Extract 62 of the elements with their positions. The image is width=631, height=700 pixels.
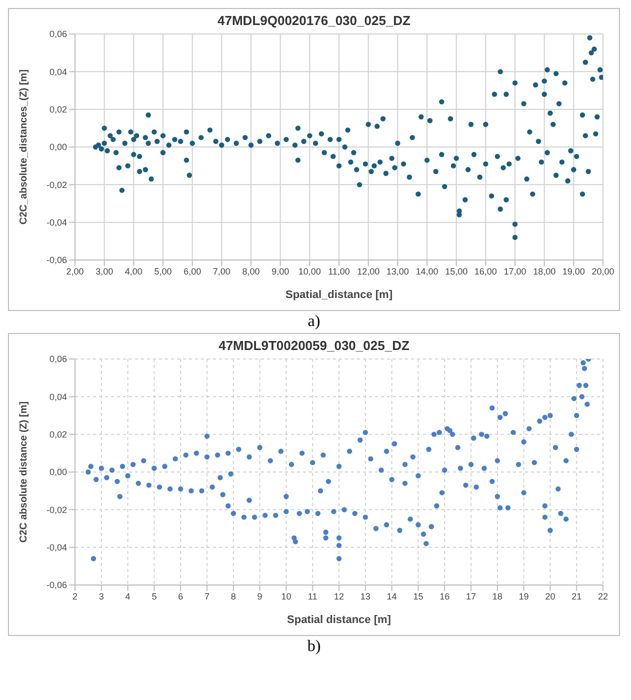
x-axis-title: Spatial distance [m] <box>287 614 392 626</box>
y-tick-label: 0,04 <box>49 66 67 77</box>
y-tick-label: -0,06 <box>46 255 67 266</box>
y-tick-label: -0,02 <box>46 180 67 190</box>
x-tick-label: 10 <box>281 591 292 602</box>
x-tick-label: 6,00 <box>184 266 202 276</box>
chart-title: 47MDL9T0020059_030_025_DZ <box>218 337 410 353</box>
x-tick-label: 14,00 <box>416 266 438 276</box>
x-tick-label: 16,00 <box>474 266 497 276</box>
y-tick-label: 0,00 <box>49 467 67 478</box>
y-tick-label: 0,06 <box>49 354 67 364</box>
y-tick-label: -0,02 <box>46 504 67 515</box>
x-tick-label: 4 <box>125 591 130 602</box>
x-tick-label: 20,00 <box>592 266 614 276</box>
x-tick-label: 7 <box>204 591 210 602</box>
y-tick-label: 0,04 <box>49 392 67 402</box>
y-tick-label: 0,00 <box>49 142 67 152</box>
x-tick-label: 8 <box>230 591 236 602</box>
x-tick-label: 7,00 <box>212 266 230 276</box>
x-tick-label: 11 <box>308 591 318 602</box>
x-tick-label: 18,00 <box>533 266 556 276</box>
x-tick-label: 9 <box>257 591 262 602</box>
y-tick-label: -0,06 <box>46 580 67 590</box>
x-tick-label: 17,00 <box>504 266 526 276</box>
x-tick-label: 12 <box>334 591 344 602</box>
chart-title: 47MDL9Q0020176_030_025_DZ <box>216 12 412 28</box>
x-tick-label: 17 <box>466 591 476 602</box>
x-tick-label: 13 <box>360 591 370 602</box>
x-tick-label: 16 <box>440 591 450 602</box>
x-tick-label: 13,00 <box>386 266 409 276</box>
x-tick-label: 19,00 <box>562 266 585 276</box>
y-axis-title: C2C_absolute_distances_(Z) [m] <box>18 69 30 225</box>
x-tick-label: 5,00 <box>154 266 172 276</box>
y-tick-label: 0,06 <box>49 29 67 40</box>
x-axis-title: Spatial_distance [m] <box>286 289 393 301</box>
x-tick-label: 22 <box>598 591 608 602</box>
x-tick-label: 18 <box>492 591 502 602</box>
y-tick-label: -0,04 <box>46 542 67 553</box>
x-tick-label: 15,00 <box>445 266 468 276</box>
y-axis-title: C2C absolute distance (Z) [m] <box>18 401 30 543</box>
x-tick-label: 3,00 <box>96 266 114 276</box>
x-tick-label: 10,00 <box>298 266 321 276</box>
x-tick-label: 20 <box>545 591 556 602</box>
x-tick-label: 8,00 <box>242 266 260 276</box>
x-tick-label: 14 <box>386 591 397 602</box>
x-tick-label: 2 <box>72 591 78 602</box>
x-tick-label: 5 <box>152 591 157 602</box>
x-tick-label: 3 <box>98 591 104 602</box>
x-tick-label: 11,00 <box>328 266 350 276</box>
y-tick-label: 0,02 <box>49 104 67 115</box>
x-tick-label: 12,00 <box>357 266 380 276</box>
x-tick-label: 9,00 <box>272 266 290 276</box>
x-tick-label: 19 <box>518 591 529 602</box>
text: b) <box>306 637 322 657</box>
x-tick-label: 21 <box>572 591 582 602</box>
x-tick-label: 15 <box>413 591 424 602</box>
y-tick-label: -0,04 <box>46 218 67 228</box>
y-tick-label: 0,02 <box>49 430 67 440</box>
x-tick-label: 2,00 <box>66 266 84 276</box>
x-tick-label: 6 <box>178 591 184 602</box>
text: a) <box>306 312 322 332</box>
x-tick-label: 4,00 <box>124 266 142 276</box>
